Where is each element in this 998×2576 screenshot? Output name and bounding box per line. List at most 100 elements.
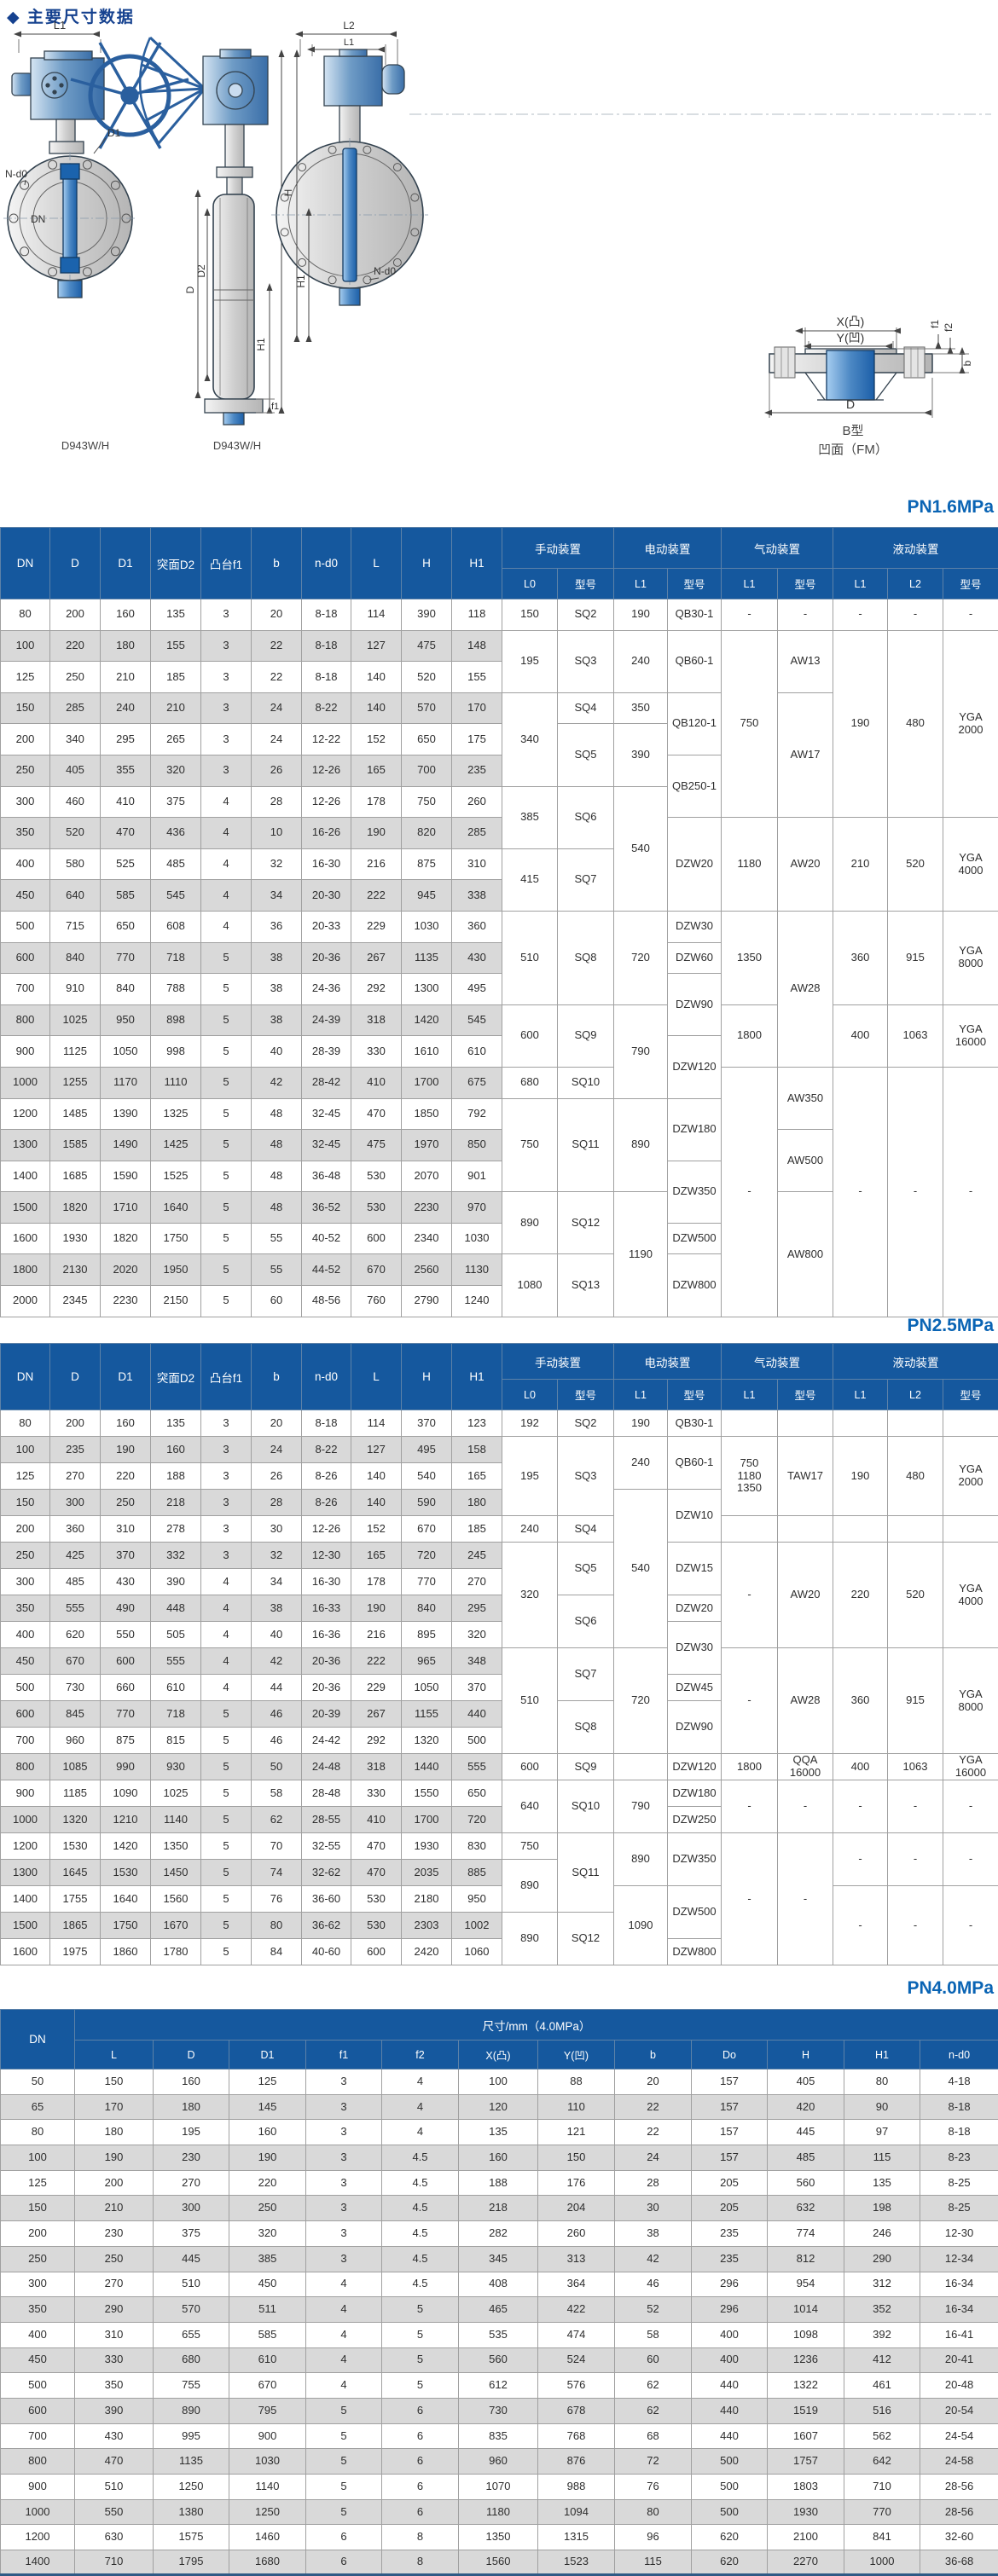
table-cell: 670 [401, 1515, 452, 1543]
table-cell: 1685 [49, 1160, 101, 1193]
table-cell: 1500 [0, 1912, 50, 1939]
table-cell: 1795 [153, 2550, 229, 2576]
table-cell: 38 [614, 2220, 692, 2247]
table-cell: YGA 8000 [942, 910, 998, 1005]
table-row: 80 200 160 135 3 20 8-18 114 370 123 192 SQ2 190 QB30… [0, 1410, 998, 1437]
table-cell: SQ11 [557, 1097, 614, 1193]
table-cell: 48 [251, 1097, 302, 1131]
table-cell: SQ10 [557, 1780, 614, 1833]
table-cell: 495 [401, 1436, 452, 1463]
table-title-pn25: PN2.5MPa [907, 1316, 994, 1335]
table-cell: 1300 [0, 1129, 50, 1161]
table-cell: 1930 [401, 1832, 452, 1860]
column-header: H1 [451, 527, 502, 599]
table-cell: 20 [251, 1410, 302, 1437]
table-cell: 445 [767, 2119, 844, 2146]
table-cell: 450 [0, 879, 50, 912]
table-cell: 1135 [401, 941, 452, 975]
table-cell: - [721, 1542, 778, 1648]
table-cell: 430 [74, 2423, 154, 2450]
table-row: 300 270 510 450 4 4.5 408 364 46 296 954 312 16-34 [0, 2271, 998, 2298]
table-cell: 76 [251, 1885, 302, 1913]
table-cell: 210 [150, 692, 201, 725]
table-cell: 610 [451, 1035, 502, 1068]
table-cell: 1050 [401, 1674, 452, 1701]
column-header: Do [691, 2040, 768, 2069]
table-cell: 5 [200, 1253, 252, 1287]
table-row: 500 730 660 610 4 44 20-36 229 1050 370 DZW45 [0, 1674, 998, 1701]
table-cell: 5 [200, 1004, 252, 1037]
table-cell: - [942, 1066, 998, 1317]
table-cell: 190 [351, 817, 402, 849]
table-cell: 340 [502, 692, 558, 787]
table-cell: 4 [305, 2321, 382, 2348]
table-cell [887, 1515, 943, 1543]
table-cell: 28-42 [301, 1066, 351, 1099]
table-cell: 150 [0, 2195, 75, 2222]
table-cell: 80 [251, 1912, 302, 1939]
table-cell: QB30-1 [667, 1410, 722, 1437]
table-cell: 4 [305, 2372, 382, 2399]
table-cell: 5 [200, 1129, 252, 1161]
table-cell: - [833, 1780, 888, 1833]
table-row: 900 1185 1090 1025 5 58 28-48 330 1550 650 640 SQ10… [0, 1780, 998, 1833]
table-cell: 1200 [0, 1097, 50, 1131]
table-cell: 500 [0, 2372, 75, 2399]
table-cell: 1750 [150, 1222, 201, 1255]
table-cell: 465 [458, 2296, 538, 2323]
table-row: 1500 1820 1710 1640 5 48 36-52 530 2230 970 890 SQ1… [0, 1191, 998, 1317]
table-cell: 42 [251, 1066, 302, 1099]
table-row: 125 250 210 185 3 22 8-18 140 520 155 [0, 661, 998, 693]
table-cell: 170 [451, 692, 502, 725]
table-cell: 700 [0, 1727, 50, 1754]
table-cell: 475 [401, 629, 452, 663]
table-cell: 800 [0, 1004, 50, 1037]
table-cell: 310 [100, 1515, 151, 1543]
table-cell: 590 [401, 1489, 452, 1516]
table-row: 350 520 470 436 4 10 16-26 190 820 285 DZW20 1180 AW… [0, 817, 998, 912]
table-cell: 430 [100, 1568, 151, 1595]
table-cell: - [942, 1885, 998, 1965]
table-row: 1200 630 1575 1460 6 8 1350 1315 96 620 2100 841 32-… [0, 2524, 998, 2551]
column-header: L [74, 2040, 154, 2069]
table-row: 600 390 890 795 5 6 730 678 62 440 1519 516 20-54 [0, 2397, 998, 2424]
pressure-table-PN1.6MPa: DN D D1 突面D2 凸台f1 b n-d0 L H H1 手动装置 电动装置 气动装置 液动装置 L0… [0, 527, 998, 1317]
table-row: 1000 550 1380 1250 5 6 1180 1094 80 500 1930 770 28-… [0, 2498, 998, 2526]
table-cell: 730 [49, 1674, 101, 1701]
column-header: b [251, 1343, 302, 1410]
table-cell: 332 [150, 1542, 201, 1569]
table-cell: AW350 [777, 1066, 833, 1131]
table-cell: 28-56 [919, 2474, 998, 2500]
table-cell: 1780 [150, 1938, 201, 1965]
table-cell: 4.5 [381, 2195, 459, 2222]
table-cell: 40-60 [301, 1938, 351, 1965]
table-cell: 3 [305, 2069, 382, 2095]
table-cell: 205 [691, 2169, 768, 2197]
table-cell: 3 [200, 1462, 252, 1490]
table-row: 250 405 355 320 3 26 12-26 165 700 235 QB250-1 [0, 754, 998, 819]
table-cell: 1550 [401, 1780, 452, 1807]
table-cell: 580 [49, 848, 101, 881]
table-cell: 385 [502, 785, 558, 849]
table-cell: DZW90 [667, 1700, 722, 1754]
table-cell: 4 [200, 1674, 252, 1701]
table-cell: QB120-1 [667, 692, 722, 755]
table-cell: 8-25 [919, 2169, 998, 2197]
table-cell: 5 [200, 1700, 252, 1728]
table-cell: 127 [351, 1436, 402, 1463]
table-cell: 229 [351, 910, 402, 943]
table-cell: SQ10 [557, 1066, 614, 1099]
table-cell [721, 1410, 778, 1437]
table-cell: 1645 [49, 1859, 101, 1886]
table-cell: 890 [502, 1912, 558, 1965]
table-cell: 5 [200, 1160, 252, 1193]
table-cell: 12-26 [301, 754, 351, 787]
table-cell: 620 [49, 1621, 101, 1648]
table-cell: 1000 [0, 1066, 50, 1099]
table-cell: 5 [200, 973, 252, 1005]
table-cell: 875 [401, 848, 452, 881]
table-row: 350 290 570 511 4 5 465 422 52 296 1014 352 16-34 [0, 2296, 998, 2323]
table-cell: 140 [351, 692, 402, 725]
column-header: 型号 [557, 568, 614, 599]
table-cell: 1180 [458, 2498, 538, 2526]
